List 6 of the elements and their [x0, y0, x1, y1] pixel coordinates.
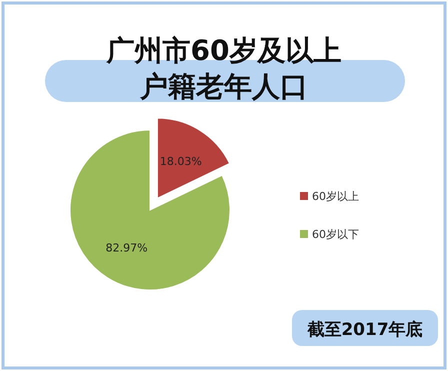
- chart-title: 广州市60岁及以上户籍老年人口: [106, 34, 342, 103]
- legend-label: 60岁以上: [312, 190, 359, 203]
- data-label: 82.97%: [106, 241, 148, 254]
- note-box: 截至2017年底: [292, 310, 438, 346]
- legend-label: 60岁以下: [312, 228, 359, 241]
- data-label: 18.03%: [160, 154, 202, 168]
